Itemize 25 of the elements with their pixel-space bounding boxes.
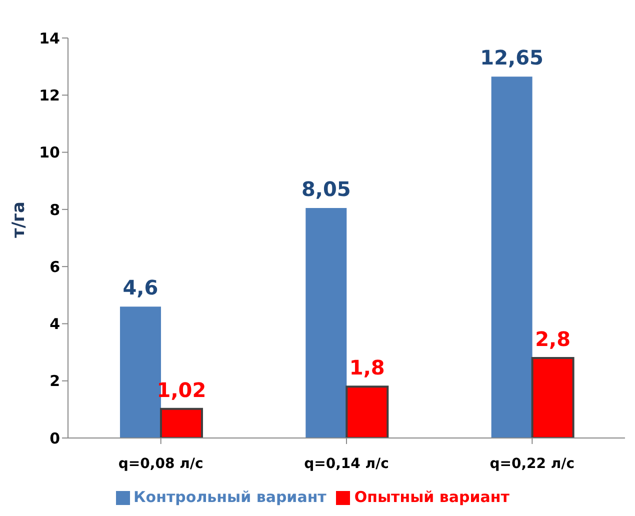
data-label: 8,05 [301, 177, 351, 201]
y-tick-label: 0 [50, 429, 60, 448]
bar [120, 306, 161, 438]
bar [491, 76, 532, 438]
x-tick-label: q=0,22 л/с [490, 456, 575, 472]
y-tick-label: 6 [50, 258, 60, 276]
data-label: 12,65 [480, 46, 544, 70]
x-tick-label: q=0,14 л/с [304, 456, 389, 472]
data-label: 4,6 [122, 276, 158, 300]
y-tick-label: 2 [50, 372, 60, 390]
data-label: 1,8 [349, 356, 385, 380]
legend-label: Опытный вариант [354, 488, 510, 506]
x-tick-label: q=0,08 л/с [118, 456, 204, 472]
y-tick-label: 14 [39, 29, 60, 48]
y-tick-label: 12 [39, 86, 60, 104]
y-tick-label: 4 [50, 315, 60, 334]
y-axis-title: т/га [9, 202, 30, 238]
data-label: 2,8 [535, 327, 571, 351]
bar [306, 208, 347, 438]
bar [346, 386, 389, 438]
bar [160, 408, 203, 438]
y-tick-label: 8 [50, 200, 60, 219]
legend-label: Контрольный вариант [134, 488, 326, 506]
y-tick-label: 10 [39, 144, 60, 162]
bar [531, 357, 574, 438]
